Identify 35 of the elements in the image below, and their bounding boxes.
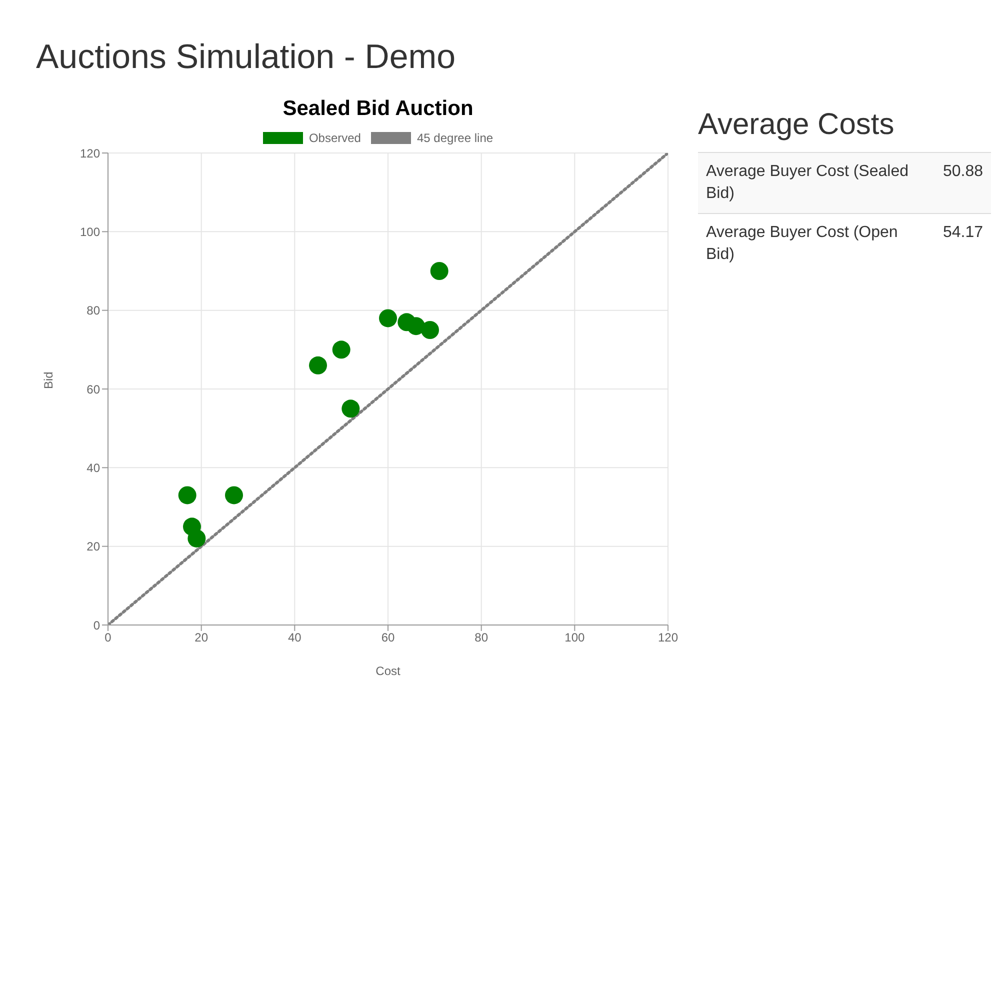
point xyxy=(421,321,439,339)
chart-subtitle: Sealed Bid Auction xyxy=(282,97,474,121)
data-label: 54.17 xyxy=(942,223,984,243)
y-tick-label: 60 xyxy=(86,382,100,396)
y-tick-label: 40 xyxy=(86,460,100,475)
point xyxy=(188,529,206,548)
point xyxy=(309,356,327,374)
y-tick-label: 0 xyxy=(93,618,100,632)
point xyxy=(379,309,397,328)
point xyxy=(342,400,360,418)
data-label: 50.88 xyxy=(942,162,984,182)
x-tick-label: 120 xyxy=(658,630,678,645)
x-tick-label: 100 xyxy=(564,630,585,645)
x-tick-label: 40 xyxy=(288,630,302,645)
point xyxy=(407,317,425,336)
y-axis-title: Bid xyxy=(41,372,56,389)
x-axis-title: Cost xyxy=(376,664,401,678)
point xyxy=(430,262,448,280)
text: Average Costs xyxy=(698,108,896,142)
x-tick-label: 0 xyxy=(104,630,112,645)
y-tick-label: 100 xyxy=(80,224,100,239)
legend-label: 45 degree line xyxy=(416,131,494,145)
x-tick-label: 60 xyxy=(381,630,395,645)
point xyxy=(332,340,350,359)
category-label: Average Buyer Cost (Open Bid) xyxy=(705,223,899,265)
legend-label: Observed xyxy=(308,131,361,145)
chart-title: Auctions Simulation - Demo xyxy=(36,38,457,77)
point xyxy=(225,486,243,504)
x-tick-label: 20 xyxy=(194,630,208,645)
y-tick-label: 120 xyxy=(80,146,100,160)
y-tick-label: 80 xyxy=(86,304,100,318)
y-tick-label: 20 xyxy=(86,540,100,554)
x-tick-label: 80 xyxy=(474,630,488,645)
point xyxy=(178,486,196,504)
category-label: Average Buyer Cost (Sealed Bid) xyxy=(705,162,910,204)
